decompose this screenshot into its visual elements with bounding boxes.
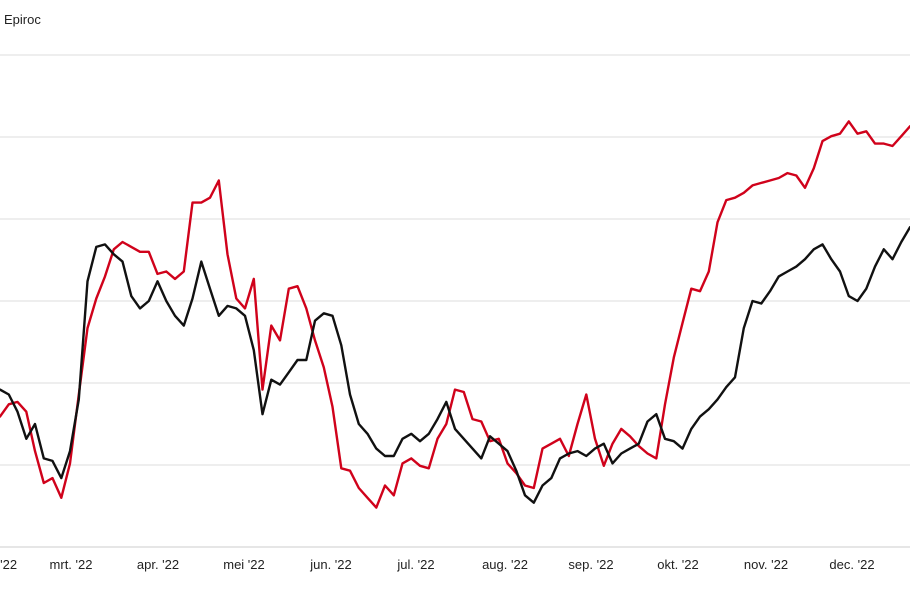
series-lines	[0, 120, 910, 509]
series-line-benchmark	[0, 225, 910, 504]
gridlines	[0, 54, 910, 548]
x-tick-label: nov. '22	[744, 557, 788, 572]
x-tick-label: aug. '22	[482, 557, 528, 572]
x-tick-label: jul. '22	[396, 557, 434, 572]
x-tick-label: mrt. '22	[50, 557, 93, 572]
legend-entry-epiroc: Epiroc	[4, 12, 41, 27]
x-tick-label: sep. '22	[568, 557, 613, 572]
x-axis-ticks: feb. '22 mrt. '22 apr. '22 mei '22 jun. '22 j…	[0, 557, 875, 572]
x-tick-label: mei '22	[223, 557, 265, 572]
x-tick-label: apr. '22	[137, 557, 179, 572]
x-tick-label: dec. '22	[829, 557, 874, 572]
x-tick-label: jun. '22	[309, 557, 352, 572]
series-line-epiroc	[0, 120, 910, 509]
x-tick-label: okt. '22	[657, 557, 699, 572]
x-tick-label: feb. '22	[0, 557, 17, 572]
